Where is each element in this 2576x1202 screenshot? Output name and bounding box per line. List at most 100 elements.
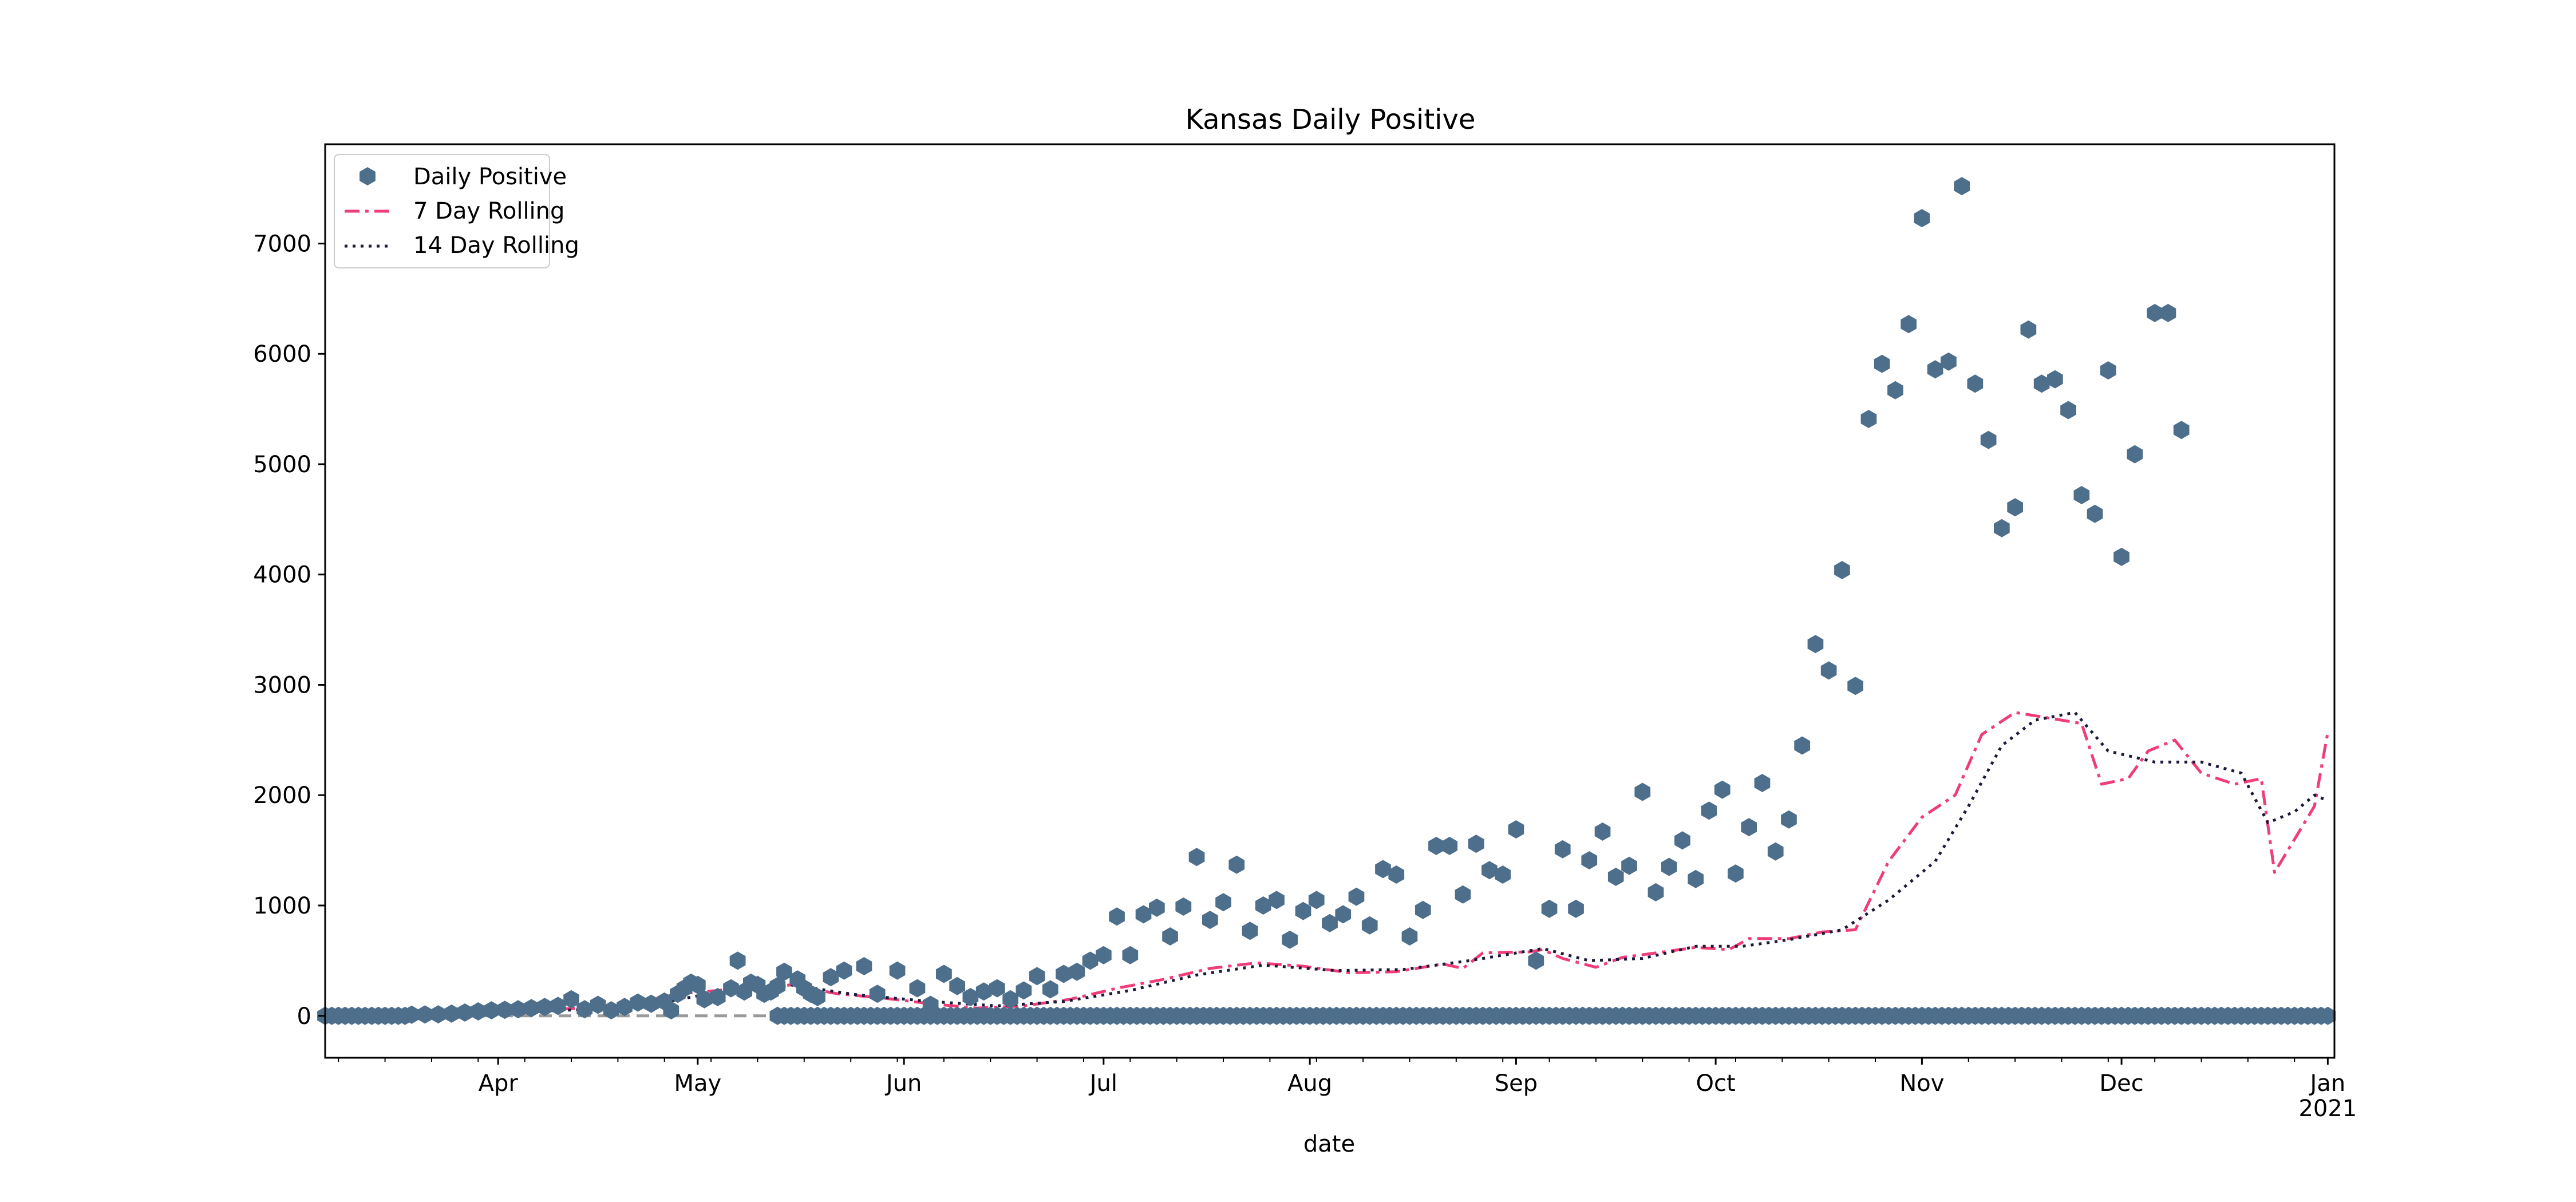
data-point-daily-positive — [1860, 410, 1877, 428]
data-point-daily-positive — [949, 976, 965, 995]
data-point-daily-positive — [1415, 900, 1431, 919]
data-point-daily-positive — [417, 1005, 433, 1024]
data-point-daily-positive — [975, 982, 992, 1001]
data-point-daily-positive — [729, 951, 746, 970]
series-line-14-day-rolling — [351, 711, 2329, 1018]
data-point-daily-positive — [1941, 352, 1957, 371]
data-point-daily-positive — [1082, 951, 1099, 970]
data-point-daily-positive — [1741, 818, 1757, 837]
data-point-daily-positive — [776, 962, 792, 981]
data-point-daily-positive — [1388, 865, 1405, 884]
y-axis: 0 1000 2000 3000 4000 5000 6000 7000 — [253, 231, 325, 1030]
data-point-daily-positive — [2160, 303, 2176, 322]
data-point-daily-positive — [1781, 810, 1797, 829]
data-point-daily-positive — [1887, 381, 1903, 400]
data-point-daily-positive — [643, 994, 659, 1013]
data-point-daily-positive — [1428, 836, 1444, 855]
data-point-daily-positive — [2073, 486, 2090, 504]
data-point-daily-positive — [2007, 498, 2023, 517]
data-point-daily-positive — [1308, 891, 1325, 910]
y-tick-label: 6000 — [253, 341, 311, 367]
data-point-daily-positive — [1834, 561, 1850, 579]
data-point-daily-positive — [563, 990, 579, 1009]
data-point-daily-positive — [709, 988, 726, 1006]
data-point-daily-positive — [2033, 374, 2050, 393]
data-point-daily-positive — [869, 984, 886, 1003]
x-tick-label: Oct — [1696, 1070, 1736, 1097]
data-point-daily-positive — [1927, 360, 1943, 379]
data-point-daily-positive — [1581, 851, 1598, 869]
data-point-daily-positive — [483, 1001, 500, 1020]
data-point-daily-positive — [2087, 504, 2103, 523]
data-point-daily-positive — [1322, 914, 1338, 932]
data-point-daily-positive — [1980, 430, 1997, 449]
data-point-daily-positive — [1495, 865, 1511, 884]
series-daily-positive — [317, 177, 2336, 1025]
data-point-daily-positive — [1914, 209, 1930, 228]
x-tick-label: Aug — [1287, 1070, 1332, 1097]
data-point-daily-positive — [1954, 177, 1970, 196]
data-point-daily-positive — [1348, 887, 1365, 906]
legend-frame — [334, 154, 550, 268]
data-point-daily-positive — [1714, 780, 1730, 799]
data-point-daily-positive — [617, 998, 633, 1017]
data-point-daily-positive — [936, 964, 952, 983]
data-point-daily-positive — [1228, 855, 1245, 874]
y-tick-label: 1000 — [253, 893, 311, 919]
data-point-daily-positive — [989, 979, 1005, 998]
data-point-daily-positive — [2147, 303, 2163, 322]
data-point-daily-positive — [550, 997, 566, 1015]
data-point-daily-positive — [1901, 315, 1917, 334]
data-point-daily-positive — [1441, 836, 1458, 855]
data-point-daily-positive — [1149, 898, 1165, 917]
data-point-daily-positive — [696, 990, 713, 1009]
data-point-daily-positive — [1594, 822, 1611, 841]
data-point-daily-positive — [1528, 951, 1544, 970]
data-point-daily-positive — [1188, 848, 1205, 867]
data-point-daily-positive — [2020, 320, 2037, 339]
x-tick-label: Jan — [2309, 1070, 2346, 1097]
data-point-daily-positive — [2173, 421, 2190, 440]
legend-label-daily: Daily Positive — [413, 164, 567, 190]
data-point-daily-positive — [823, 968, 839, 987]
data-point-daily-positive — [1135, 905, 1152, 924]
legend: Daily Positive 7 Day Rolling 14 Day Roll… — [334, 154, 579, 268]
legend-marker-hexagon-icon — [359, 167, 376, 185]
data-point-daily-positive — [2127, 445, 2143, 464]
x-tick-sublabel: 2021 — [2298, 1096, 2357, 1122]
legend-item-14day: 14 Day Rolling — [345, 232, 579, 259]
data-point-daily-positive — [1754, 774, 1771, 792]
data-point-daily-positive — [1162, 927, 1178, 946]
data-point-daily-positive — [1242, 922, 1258, 940]
data-point-daily-positive — [1175, 897, 1192, 916]
data-point-daily-positive — [909, 979, 926, 998]
data-point-daily-positive — [2320, 1006, 2336, 1025]
data-point-daily-positive — [1874, 354, 1890, 373]
y-tick-label: 7000 — [253, 231, 311, 257]
legend-label-14day: 14 Day Rolling — [413, 232, 579, 259]
data-point-daily-positive — [457, 1003, 473, 1022]
y-tick-label: 0 — [297, 1003, 311, 1030]
data-point-daily-positive — [1554, 840, 1571, 859]
x-tick-label: Jul — [1088, 1070, 1117, 1097]
data-point-daily-positive — [630, 993, 646, 1012]
x-tick-label: Dec — [2099, 1070, 2143, 1097]
data-point-daily-positive — [1967, 374, 1984, 393]
data-point-daily-positive — [1688, 869, 1704, 888]
y-tick-label: 2000 — [253, 782, 311, 809]
data-point-daily-positive — [809, 988, 825, 1006]
data-point-daily-positive — [1269, 891, 1285, 910]
data-point-daily-positive — [1056, 964, 1072, 983]
data-point-daily-positive — [523, 999, 540, 1018]
data-point-daily-positive — [1295, 902, 1311, 920]
data-point-daily-positive — [1701, 801, 1717, 820]
data-point-daily-positive — [1401, 927, 1418, 946]
data-point-daily-positive — [1002, 990, 1018, 1009]
x-tick-label: Sep — [1495, 1070, 1538, 1097]
data-point-daily-positive — [1607, 867, 1624, 886]
data-point-daily-positive — [1481, 861, 1498, 880]
data-point-daily-positive — [404, 1005, 420, 1024]
data-point-daily-positive — [497, 1001, 513, 1019]
data-point-daily-positive — [690, 975, 706, 994]
